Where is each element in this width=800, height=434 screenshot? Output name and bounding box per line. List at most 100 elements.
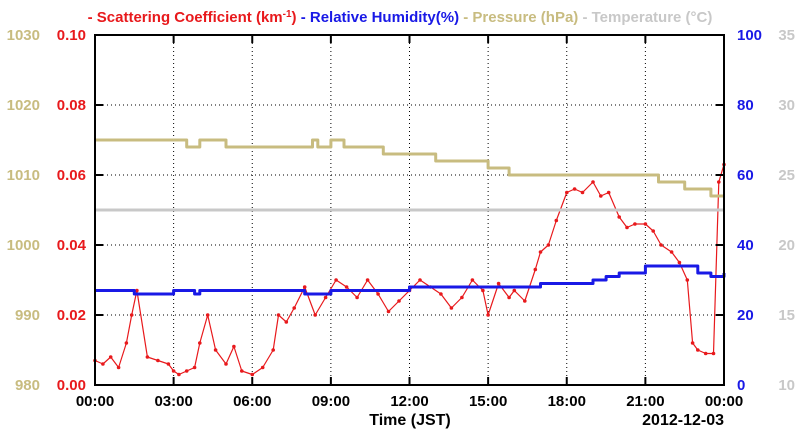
x-tick-label: 21:00	[626, 393, 664, 410]
pressure-tick-label: 980	[15, 377, 40, 394]
scattering-point	[344, 285, 349, 289]
humidity-tick-label: 100	[737, 27, 762, 44]
legend-entry-0: - Scattering Coefficient (km	[88, 9, 283, 26]
x-tick-label: 00:00	[705, 393, 743, 410]
temperature-tick-label: 25	[778, 167, 795, 184]
x-tick-label: 00:00	[76, 393, 114, 410]
scattering-point	[108, 355, 113, 359]
scattering-point	[659, 243, 663, 247]
scattering-point	[177, 372, 181, 377]
scattering-point	[565, 190, 569, 195]
scattering-point	[192, 365, 197, 370]
scattering-point	[323, 295, 328, 300]
scattering-point	[418, 278, 422, 282]
scattering-point	[284, 320, 289, 324]
x-axis-label: Time (JST)	[369, 412, 451, 429]
scattering-point	[101, 362, 105, 366]
x-tick-label: 15:00	[469, 393, 507, 410]
x-tick-label: 06:00	[233, 393, 271, 410]
temperature-tick-label: 10	[778, 377, 795, 394]
axis-ticks: 00:00 03:00 06:00 09:00 12:00 15:00 18:00 21:00…	[7, 27, 795, 410]
scattering-point	[198, 341, 202, 345]
scattering-point	[232, 344, 236, 349]
scattering-point	[184, 369, 189, 373]
scattering-point	[572, 187, 577, 191]
scattering-point	[512, 288, 517, 293]
scattering-point	[580, 190, 585, 195]
scattering-point	[481, 288, 485, 293]
scattering-point	[711, 351, 716, 356]
scattering-point	[460, 295, 464, 300]
scattering-point	[523, 299, 527, 303]
scattering-point	[677, 260, 682, 265]
scattering-point	[625, 225, 629, 230]
scattering-point	[365, 278, 370, 282]
scattering-point	[633, 222, 637, 226]
pressure-tick-label: 1000	[7, 237, 40, 254]
scattering-point	[129, 313, 134, 317]
scattering-point	[538, 250, 543, 254]
scattering-point	[205, 313, 210, 317]
scattering-point	[213, 348, 218, 352]
humidity-tick-label: 0	[737, 377, 745, 394]
scattering-point	[599, 194, 603, 198]
temperature-tick-label: 15	[778, 307, 795, 324]
scattering-point	[156, 358, 160, 363]
scattering-tick-label: 0.00	[57, 377, 86, 394]
scattering-point	[546, 243, 551, 247]
scattering-point	[606, 190, 611, 195]
scattering-point	[271, 348, 276, 352]
scattering-point	[507, 295, 511, 300]
scattering-point	[171, 369, 176, 373]
scattering-point	[486, 313, 490, 317]
scattering-point	[651, 229, 655, 233]
scattering-point	[439, 292, 443, 296]
scattering-point	[690, 341, 695, 345]
scattering-tick-label: 0.04	[57, 237, 87, 254]
scattering-point	[260, 365, 265, 370]
scattering-point	[643, 222, 648, 226]
scattering-point	[166, 362, 171, 366]
scattering-point	[533, 267, 538, 272]
scattering-point	[276, 313, 281, 317]
series-layer	[93, 138, 726, 377]
pressure-tick-label: 1020	[7, 97, 40, 114]
humidity-tick-label: 20	[737, 307, 754, 324]
scattering-point	[470, 278, 475, 282]
scattering-point	[717, 180, 721, 184]
date-label: 2012-12-03	[642, 412, 724, 429]
scattering-tick-label: 0.02	[57, 307, 86, 324]
legend-entry-0-sup: -1	[283, 9, 292, 20]
scattering-point	[116, 365, 121, 370]
legend-entry-0-after: )	[292, 9, 297, 26]
scattering-point	[685, 278, 690, 282]
x-tick-label: 12:00	[390, 393, 428, 410]
x-tick-label: 18:00	[548, 393, 586, 410]
scattering-point	[591, 180, 595, 184]
scattering-point	[669, 250, 674, 254]
temperature-tick-label: 35	[778, 27, 795, 44]
series-humidity-line	[95, 264, 726, 296]
humidity-tick-label: 80	[737, 97, 754, 114]
pressure-tick-label: 1030	[7, 27, 40, 44]
scattering-tick-label: 0.06	[57, 167, 86, 184]
scattering-point	[376, 292, 380, 296]
x-tick-label: 09:00	[312, 393, 350, 410]
scattering-point	[240, 369, 244, 373]
humidity-tick-label: 40	[737, 237, 754, 254]
scattering-point	[355, 295, 359, 300]
scattering-point	[292, 306, 297, 310]
x-tick-label: 03:00	[154, 393, 192, 410]
series-pressure-line	[95, 138, 724, 198]
scattering-point	[224, 362, 228, 366]
scattering-point	[397, 299, 401, 303]
scattering-point	[554, 218, 559, 223]
scattering-point	[617, 215, 621, 219]
scattering-point	[135, 288, 139, 293]
scattering-point	[696, 348, 700, 352]
legend-entry-3: - Temperature (°C)	[578, 9, 712, 26]
pressure-tick-label: 1010	[7, 167, 40, 184]
scattering-point	[703, 351, 708, 356]
